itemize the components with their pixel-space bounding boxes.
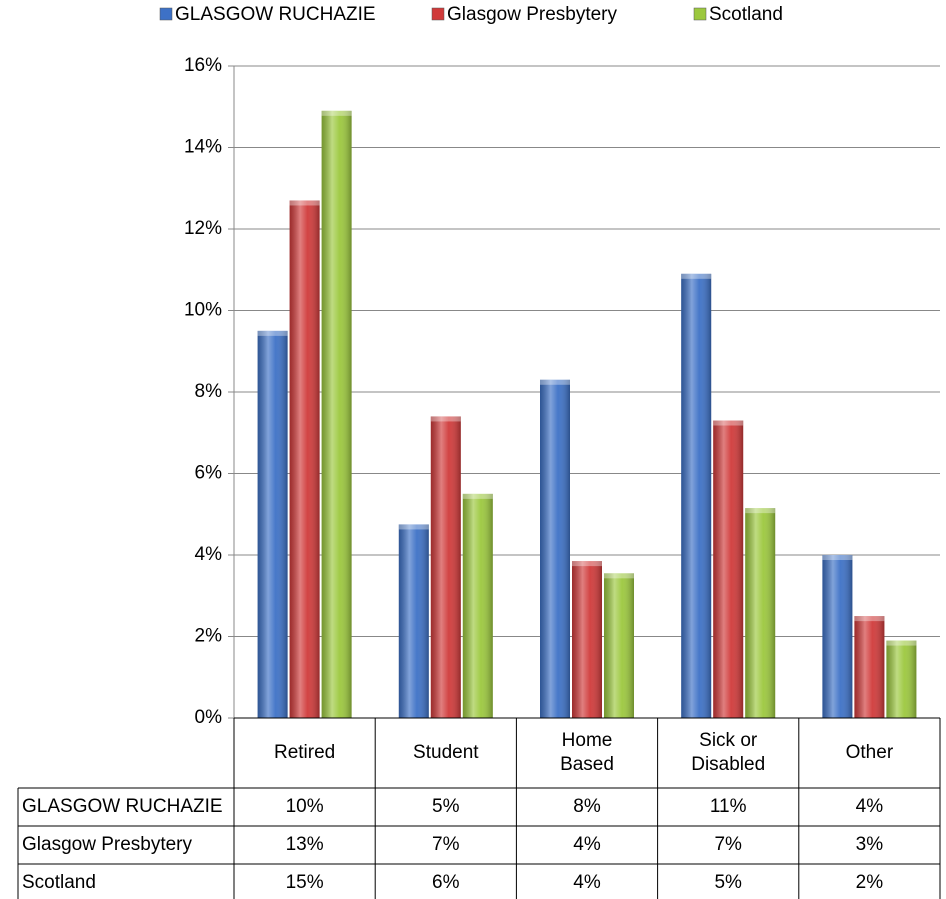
bar — [886, 640, 917, 718]
bar — [289, 200, 320, 719]
x-tick-label: Home Based — [560, 730, 614, 775]
bar — [398, 524, 429, 718]
bar — [745, 508, 776, 718]
y-tick-label: 16% — [184, 55, 222, 76]
y-tick-label: 8% — [195, 381, 223, 402]
bar-top — [572, 561, 602, 567]
bar-top — [745, 508, 776, 514]
bar-top — [886, 640, 917, 646]
table-cell: 5% — [714, 872, 742, 893]
table-cell: 4% — [573, 872, 601, 893]
legend-swatch — [693, 7, 707, 21]
table-cell: 13% — [285, 834, 324, 855]
table-row-label: GLASGOW RUCHAZIE — [22, 796, 223, 817]
y-tick-label: 6% — [195, 463, 223, 484]
table-cell: 4% — [573, 834, 601, 855]
legend-label: GLASGOW RUCHAZIE — [175, 4, 376, 25]
bar-top — [540, 379, 570, 385]
bar — [540, 379, 570, 718]
bar-top — [854, 616, 885, 622]
bar-top — [681, 273, 712, 279]
table-cell: 5% — [432, 796, 460, 817]
bar-top — [398, 524, 429, 530]
bar-top — [289, 200, 320, 206]
table-cell: 6% — [432, 872, 460, 893]
bar — [713, 420, 744, 718]
bar-top — [604, 573, 634, 579]
y-tick-label: 12% — [184, 218, 222, 239]
x-tick-label: Student — [413, 742, 479, 763]
table-cell: 7% — [714, 834, 742, 855]
table-row-label: Scotland — [22, 872, 96, 893]
legend-swatch — [431, 7, 445, 21]
bar-top — [257, 330, 288, 336]
table-cell: 7% — [432, 834, 460, 855]
bar — [854, 616, 885, 718]
bar — [681, 273, 712, 718]
legend-label: Glasgow Presbytery — [447, 4, 618, 25]
bar — [257, 330, 288, 718]
y-tick-label: 14% — [184, 137, 222, 158]
legend-label: Scotland — [709, 4, 783, 25]
x-tick-label: Retired — [273, 742, 336, 763]
legend-swatch — [159, 7, 173, 21]
bar — [430, 416, 461, 718]
table-cell: 3% — [855, 834, 884, 855]
y-tick-label: 2% — [195, 626, 223, 647]
x-tick-label: Sick or Disabled — [691, 730, 766, 775]
y-tick-label: 0% — [195, 707, 223, 728]
table-cell: 8% — [573, 796, 601, 817]
y-tick-label: 4% — [195, 544, 223, 565]
table-cell: 2% — [855, 872, 884, 893]
bar-top — [430, 416, 461, 422]
y-tick-label: 10% — [184, 300, 222, 321]
table-cell: 10% — [285, 796, 324, 817]
table-cell: 4% — [855, 796, 884, 817]
bar — [572, 561, 602, 718]
table-cell: 11% — [709, 796, 747, 817]
table-row-label: Glasgow Presbytery — [22, 834, 193, 855]
table-cell: 15% — [285, 872, 324, 893]
bar-top — [822, 555, 853, 560]
bar — [822, 555, 853, 718]
bar-top — [321, 110, 352, 116]
bar — [462, 493, 493, 718]
x-tick-label: Other — [845, 742, 894, 763]
bar — [321, 110, 352, 718]
bar-top — [713, 420, 744, 426]
bar-top — [462, 493, 493, 499]
bar — [604, 573, 634, 718]
